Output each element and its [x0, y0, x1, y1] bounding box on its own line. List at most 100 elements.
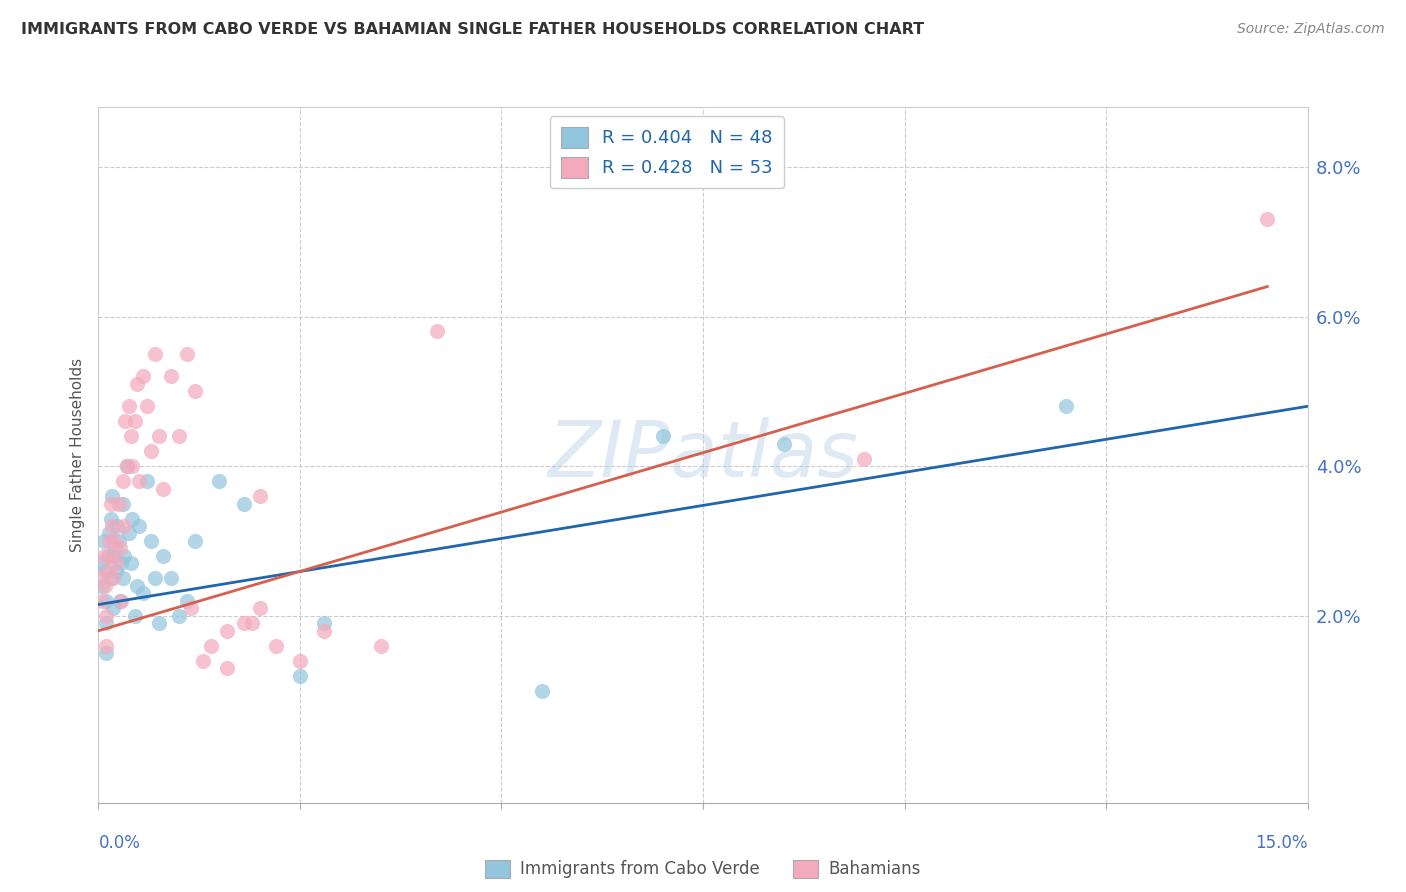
Point [128, 474, 150, 488]
Point [249, 601, 271, 615]
Point [110, 594, 132, 608]
Point [105, 557, 128, 571]
Point [111, 497, 134, 511]
Point [111, 474, 134, 488]
Point [1054, 399, 1077, 413]
Point [217, 661, 239, 675]
Point [217, 624, 239, 638]
Point [107, 533, 129, 548]
Point [148, 429, 170, 443]
Point [176, 594, 198, 608]
Text: Source: ZipAtlas.com: Source: ZipAtlas.com [1237, 22, 1385, 37]
Point [103, 533, 125, 548]
Point [96, 616, 118, 631]
Point [100, 511, 122, 525]
Point [143, 347, 166, 361]
Point [127, 579, 149, 593]
Point [314, 624, 336, 638]
Point [97, 549, 120, 563]
Point [772, 436, 794, 450]
Point [132, 586, 155, 600]
Point [101, 601, 124, 615]
Point [97, 526, 120, 541]
Point [103, 541, 125, 556]
Point [93, 549, 115, 563]
Point [101, 571, 124, 585]
Point [100, 549, 122, 563]
Point [96, 646, 118, 660]
Point [93, 533, 115, 548]
Point [152, 482, 174, 496]
Point [184, 384, 207, 399]
Point [127, 376, 149, 391]
Point [288, 668, 311, 682]
Point [232, 616, 254, 631]
Point [160, 369, 183, 384]
Point [240, 616, 263, 631]
Point [94, 579, 117, 593]
Point [232, 497, 254, 511]
Point [108, 594, 131, 608]
Point [101, 489, 124, 503]
Y-axis label: Single Father Households: Single Father Households [70, 358, 86, 552]
Point [121, 511, 143, 525]
Point [120, 429, 142, 443]
Point [96, 639, 118, 653]
Point [264, 639, 287, 653]
Point [135, 399, 157, 413]
Point [91, 579, 114, 593]
Point [115, 459, 138, 474]
Point [249, 489, 271, 503]
Text: IMMIGRANTS FROM CABO VERDE VS BAHAMIAN SINGLE FATHER HOUSEHOLDS CORRELATION CHAR: IMMIGRANTS FROM CABO VERDE VS BAHAMIAN S… [21, 22, 924, 37]
Point [370, 639, 392, 653]
Point [97, 533, 120, 548]
Legend: Immigrants from Cabo Verde, Bahamians: Immigrants from Cabo Verde, Bahamians [478, 853, 928, 885]
Point [148, 616, 170, 631]
Point [132, 369, 155, 384]
Point [314, 616, 336, 631]
Point [135, 474, 157, 488]
Point [184, 533, 207, 548]
Point [108, 541, 131, 556]
Point [118, 526, 141, 541]
Point [96, 594, 118, 608]
Point [853, 451, 876, 466]
Point [124, 608, 146, 623]
Point [111, 571, 134, 585]
Text: 0.0%: 0.0% [98, 834, 141, 852]
Point [128, 519, 150, 533]
Point [208, 474, 231, 488]
Point [91, 594, 114, 608]
Point [180, 601, 202, 615]
Point [90, 571, 112, 585]
Point [160, 571, 183, 585]
Point [1256, 212, 1278, 227]
Point [152, 549, 174, 563]
Point [90, 557, 112, 571]
Point [112, 519, 135, 533]
Point [121, 459, 143, 474]
Point [120, 557, 142, 571]
Point [176, 347, 198, 361]
Point [105, 519, 128, 533]
Point [118, 399, 141, 413]
Text: ZIPatlas: ZIPatlas [547, 417, 859, 493]
Point [112, 549, 135, 563]
Point [115, 459, 138, 474]
Point [94, 564, 117, 578]
Point [167, 608, 190, 623]
Point [100, 571, 122, 585]
Text: 15.0%: 15.0% [1256, 834, 1308, 852]
Point [651, 429, 673, 443]
Point [288, 654, 311, 668]
Point [114, 414, 136, 428]
Point [107, 497, 129, 511]
Point [105, 564, 128, 578]
Point [97, 564, 120, 578]
Point [139, 533, 162, 548]
Point [200, 639, 222, 653]
Point [139, 444, 162, 458]
Point [96, 608, 118, 623]
Point [124, 414, 146, 428]
Point [100, 497, 122, 511]
